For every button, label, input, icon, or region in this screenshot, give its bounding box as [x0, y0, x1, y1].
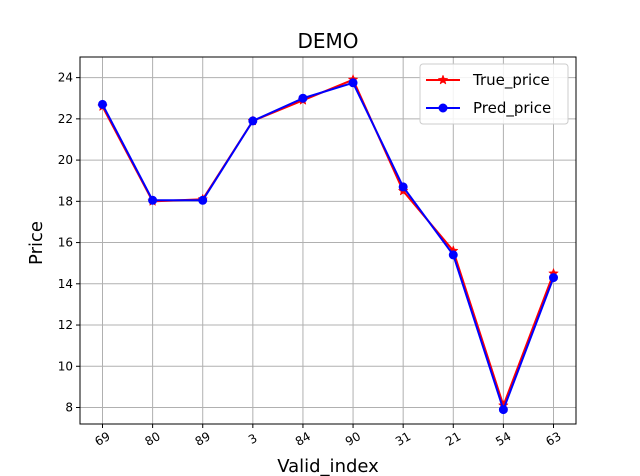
x-tick-label: 84: [293, 429, 313, 449]
pred-price-point: [448, 250, 458, 260]
x-axis-label: Valid_index: [277, 456, 379, 476]
y-tick-label: 16: [58, 236, 73, 250]
y-axis-label: Price: [26, 221, 47, 265]
pred-price-point: [348, 78, 358, 88]
pred-price-point: [549, 273, 558, 283]
pred-price-point: [398, 182, 408, 192]
legend-item-true-price: True_price: [426, 71, 550, 90]
pred-price-point: [98, 99, 107, 109]
legend-item-pred-price: Pred_price: [426, 99, 551, 118]
axes: 69 80 89 3 84 90 31 21 54 63 8 10 12 14 16 18 20 22 24: [58, 71, 564, 449]
pred-price-line: [101, 81, 555, 411]
y-tick-label: 24: [58, 71, 73, 85]
y-tick-label: 20: [58, 153, 73, 167]
x-tick-label: 21: [443, 429, 463, 449]
legend-label: Pred_price: [473, 99, 551, 118]
series-pred-price: [98, 78, 558, 415]
pred-price-point: [298, 93, 308, 103]
x-tick-label: 90: [343, 429, 363, 449]
y-tick-label: 12: [58, 318, 73, 332]
pred-price-point: [248, 116, 258, 126]
legend: True_price Pred_price: [419, 63, 569, 125]
legend-label: True_price: [472, 71, 550, 90]
series-layer: [97, 74, 559, 415]
x-tick-label: 89: [193, 429, 213, 449]
plot-frame: [79, 56, 577, 425]
legend-marker: [438, 103, 448, 113]
y-tick-label: 10: [58, 359, 73, 373]
pred-price-point: [198, 195, 208, 205]
x-tick-label: 63: [543, 429, 563, 449]
pred-price-point: [148, 195, 158, 205]
y-tick-label: 8: [65, 401, 73, 415]
x-tick-label: 3: [246, 431, 260, 447]
y-tick-label: 18: [58, 194, 73, 208]
y-tick-label: 22: [58, 112, 73, 126]
x-tick-label: 69: [92, 429, 112, 449]
x-tick-label: 80: [142, 429, 162, 449]
x-tick-label: 54: [493, 429, 513, 449]
legend-marker: [437, 74, 449, 85]
chart-title: DEMO: [297, 29, 358, 53]
grid-lines: [80, 57, 576, 424]
pred-price-point: [498, 405, 508, 415]
x-tick-label: 31: [393, 429, 413, 449]
y-tick-label: 14: [58, 277, 73, 291]
